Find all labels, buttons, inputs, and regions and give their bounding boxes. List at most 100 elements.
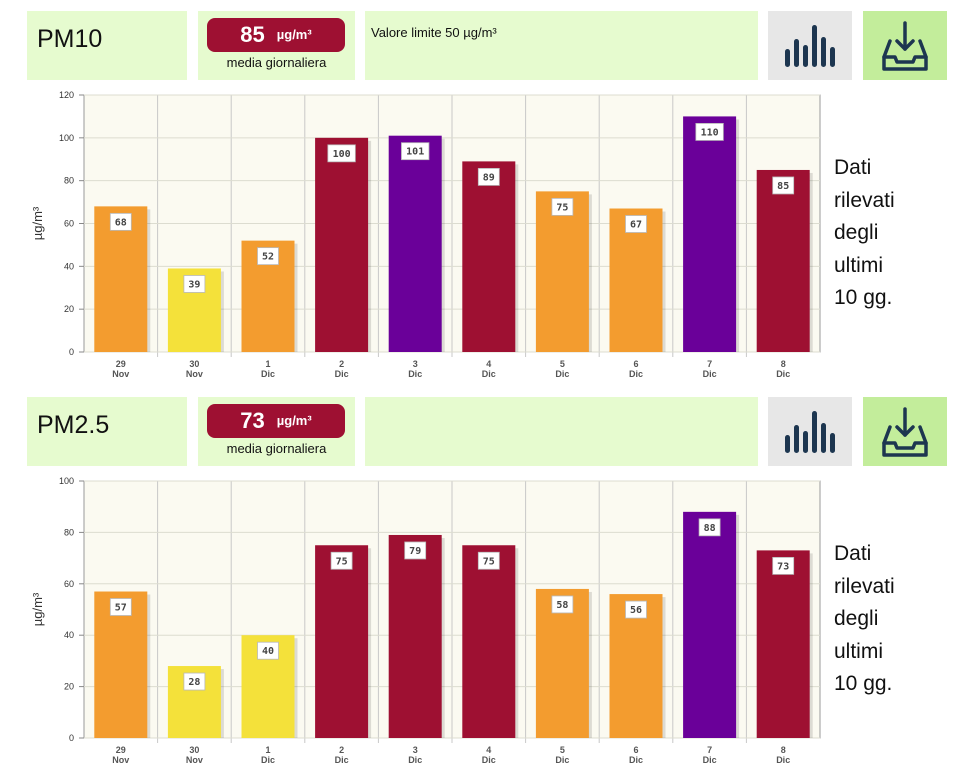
data-label: 75	[556, 202, 568, 213]
x-tick-label: Nov	[112, 755, 129, 765]
limit-box: Valore limite 50 µg/m³	[365, 11, 758, 80]
data-label: 85	[777, 181, 789, 192]
y-axis-label: µg/m³	[30, 206, 45, 240]
daily-unit: µg/m³	[276, 27, 312, 42]
bar	[388, 534, 442, 738]
data-label: 101	[406, 147, 424, 158]
x-tick-label: 8	[781, 359, 786, 369]
data-label: 100	[333, 149, 351, 160]
data-label-box	[477, 551, 500, 570]
x-tick-label: Dic	[261, 369, 275, 379]
x-tick-label: Dic	[555, 369, 569, 379]
y-tick-label: 40	[64, 630, 74, 640]
limit-box	[365, 397, 758, 466]
chart-view-button[interactable]	[768, 11, 852, 80]
data-label-box	[404, 541, 427, 560]
y-tick-label: 60	[64, 579, 74, 589]
x-tick-label: 5	[560, 359, 565, 369]
x-tick-label: 3	[413, 359, 418, 369]
y-tick-label: 120	[59, 90, 74, 100]
limit-text: Valore limite 50 µg/m³	[371, 25, 497, 40]
x-tick-label: Nov	[112, 369, 129, 379]
data-label: 39	[188, 279, 200, 290]
daily-value: 85	[240, 22, 265, 47]
data-label: 79	[409, 546, 421, 557]
x-tick-label: Dic	[408, 369, 422, 379]
download-tray-icon	[882, 407, 928, 457]
daily-value: 73	[240, 408, 265, 433]
x-tick-label: 30	[189, 745, 199, 755]
x-tick-label: 29	[116, 745, 126, 755]
data-label: 75	[483, 556, 495, 567]
x-tick-label: 4	[486, 745, 491, 755]
data-label: 58	[556, 600, 568, 611]
bar	[388, 135, 442, 352]
bar	[535, 191, 589, 352]
data-label-box	[551, 595, 574, 614]
side-note-line: rilevati	[834, 188, 895, 212]
x-tick-label: Dic	[335, 369, 349, 379]
x-tick-label: Dic	[482, 755, 496, 765]
daily-label: media giornaliera	[226, 441, 327, 456]
y-tick-label: 20	[64, 304, 74, 314]
data-label: 67	[630, 220, 642, 231]
data-label: 68	[115, 217, 127, 228]
download-button[interactable]	[863, 397, 947, 466]
x-tick-label: 30	[189, 359, 199, 369]
data-label-box	[477, 167, 500, 186]
data-label: 75	[336, 556, 348, 567]
x-tick-label: 4	[486, 359, 491, 369]
data-label-box	[772, 176, 795, 195]
y-tick-label: 0	[69, 733, 74, 743]
x-tick-label: Nov	[186, 755, 203, 765]
bar	[535, 588, 589, 738]
data-label: 57	[115, 603, 127, 614]
y-tick-label: 20	[64, 682, 74, 692]
data-label-box	[330, 551, 353, 570]
data-label-box	[625, 215, 647, 233]
x-tick-label: Dic	[776, 755, 790, 765]
data-label-box	[327, 144, 356, 163]
data-label: 73	[777, 561, 789, 572]
x-tick-label: Dic	[555, 755, 569, 765]
download-button[interactable]	[863, 11, 947, 80]
x-tick-label: Dic	[261, 755, 275, 765]
chart-view-button[interactable]	[768, 397, 852, 466]
pm10-title-box: PM10	[27, 11, 187, 80]
side-note-line: Dati	[834, 156, 872, 179]
x-tick-label: 1	[265, 745, 270, 755]
side-note-line: rilevati	[834, 574, 895, 598]
data-label-box	[698, 518, 721, 537]
side-note-line: ultimi	[834, 639, 884, 663]
side-note-line: 10 gg.	[834, 286, 893, 309]
bar	[315, 137, 369, 352]
bar	[462, 161, 516, 352]
data-label-box	[109, 598, 132, 616]
data-label: 89	[483, 172, 495, 183]
panel-title: PM2.5	[37, 411, 110, 439]
x-tick-label: Dic	[703, 369, 717, 379]
data-label-box	[257, 641, 279, 660]
x-tick-label: Dic	[629, 369, 643, 379]
y-tick-label: 80	[64, 527, 74, 537]
daily-unit: µg/m³	[276, 413, 312, 428]
side-note-line: ultimi	[834, 253, 884, 277]
pm25-daily-box: 73 µg/m³ media giornaliera	[198, 397, 355, 466]
pm25-title-box: PM2.5	[27, 397, 187, 466]
x-tick-label: 2	[339, 745, 344, 755]
x-tick-label: 5	[560, 745, 565, 755]
bar	[315, 545, 369, 738]
x-tick-label: Dic	[335, 755, 349, 765]
x-tick-label: 6	[633, 745, 638, 755]
side-note: Dati rilevati degli ultimi 10 gg.	[834, 152, 895, 315]
x-tick-label: 1	[265, 359, 270, 369]
y-axis-label: µg/m³	[30, 592, 45, 626]
side-note-line: 10 gg.	[834, 672, 893, 695]
daily-value-badge: 73 µg/m³	[207, 404, 345, 438]
side-note-line: degli	[834, 221, 879, 244]
data-label-box	[401, 142, 430, 161]
data-label-box	[695, 123, 724, 141]
data-label-box	[625, 600, 647, 619]
bar	[683, 511, 737, 738]
